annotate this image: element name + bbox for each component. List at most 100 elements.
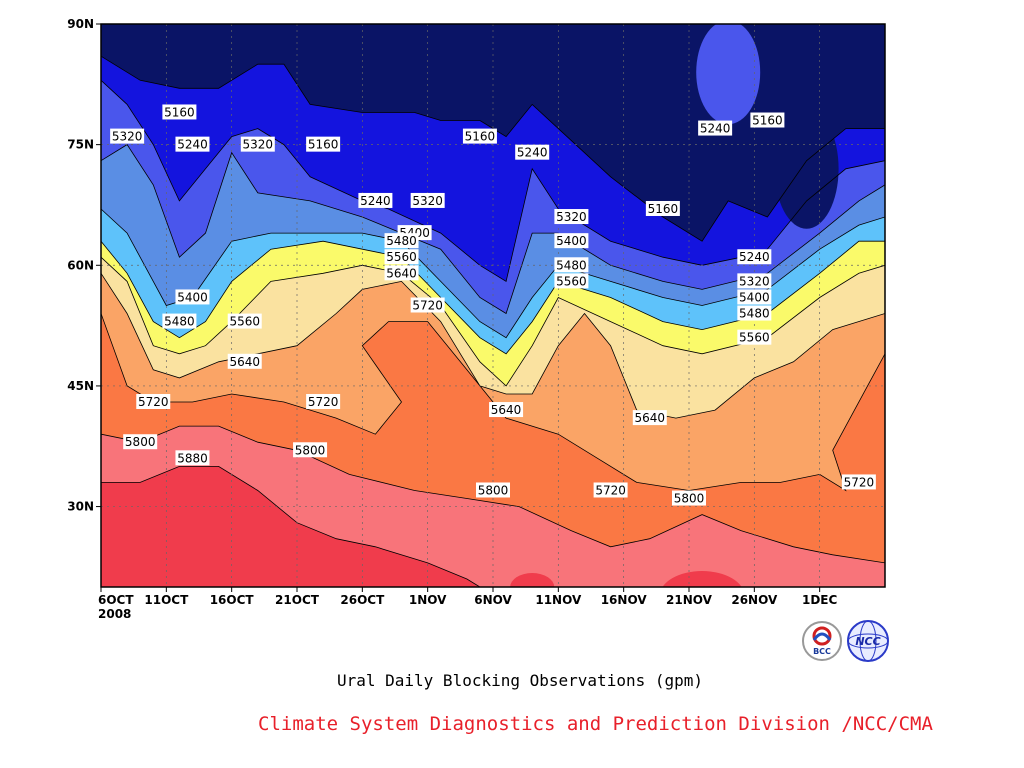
x-tick-label: 21NOV <box>666 593 713 607</box>
x-tick-label: 11NOV <box>535 593 582 607</box>
contour-label-box <box>554 209 589 225</box>
contour-label-box <box>515 144 550 160</box>
contour-label-box <box>698 120 733 136</box>
contour-label: 5640 <box>229 355 260 369</box>
contour-label-box <box>554 233 589 249</box>
contour-label-box <box>410 192 445 208</box>
contour-label: 5320 <box>556 210 587 224</box>
grid-lines <box>101 24 885 587</box>
contour-label-box <box>737 273 772 289</box>
x-tick-label: 6OCT <box>98 593 134 607</box>
contour-label-box <box>162 313 197 329</box>
x-tick-label: 1NOV <box>409 593 447 607</box>
x-tick-label: 1DEC <box>802 593 838 607</box>
logos: BCC NCC <box>802 620 889 662</box>
contour-label: 5800 <box>478 483 509 497</box>
contour-label: 5560 <box>386 250 417 264</box>
contour-label: 5160 <box>648 202 679 216</box>
contour-label: 5720 <box>308 395 339 409</box>
contour-label: 5160 <box>164 105 195 119</box>
contour-label-box <box>136 394 171 410</box>
contour-label-box <box>410 297 445 313</box>
x-tick-label: 16OCT <box>210 593 255 607</box>
y-tick-label: 90N <box>67 17 94 31</box>
x-tick-label: 26NOV <box>731 593 778 607</box>
contour-label: 5320 <box>739 274 770 288</box>
closed-5160-low <box>774 108 839 229</box>
contour-label-box <box>737 249 772 265</box>
contour-label-box <box>632 410 667 426</box>
contour-label-box <box>110 128 145 144</box>
contour-label: 5480 <box>739 307 770 321</box>
contour-line-5560 <box>101 256 885 387</box>
contour-label: 5400 <box>556 234 587 248</box>
contour-label: 5320 <box>243 138 274 152</box>
contour-label-box <box>175 450 210 466</box>
y-tick-label: 60N <box>67 258 94 272</box>
contour-label-box <box>358 192 393 208</box>
x-tick-label: 11OCT <box>144 593 189 607</box>
contour-label: 5640 <box>386 266 417 280</box>
contour-label-box <box>554 273 589 289</box>
band-above-5880 <box>101 466 480 587</box>
contour-label-box <box>227 313 262 329</box>
y-tick-label: 45N <box>67 379 94 393</box>
contour-label-box <box>162 104 197 120</box>
closed-5880-high-a <box>510 573 555 587</box>
contour-label-box <box>384 249 419 265</box>
credit-line: Climate System Diagnostics and Predictio… <box>258 713 933 735</box>
contour-label: 5480 <box>556 258 587 272</box>
contour-label: 5720 <box>844 475 875 489</box>
contour-line-5720 <box>101 313 885 492</box>
contour-line-5160 <box>101 55 885 242</box>
contour-label-box <box>737 305 772 321</box>
contour-label-box <box>306 136 341 152</box>
closed-5880-high-b <box>662 571 742 587</box>
contour-label-box <box>384 233 419 249</box>
contour-label: 5240 <box>360 194 391 208</box>
contour-line-5640 <box>101 273 885 419</box>
y-tick-label: 30N <box>67 500 94 514</box>
contour-labels: 5160 5160 5160 5160 5160 5240 5240 5240 5240 5240… <box>110 104 876 506</box>
contour-label-box <box>306 394 341 410</box>
contour-label: 5160 <box>752 114 783 128</box>
x-year-label: 2008 <box>98 607 131 621</box>
bcc-logo-text: BCC <box>813 647 831 656</box>
contour-line-5480 <box>101 240 885 355</box>
y-tick-label: 75N <box>67 138 94 152</box>
contour-label: 5640 <box>491 403 522 417</box>
contour-label: 5240 <box>739 250 770 264</box>
contour-label: 5160 <box>465 130 496 144</box>
contour-label: 5800 <box>125 435 156 449</box>
contour-label: 5240 <box>700 122 731 136</box>
contour-label-box <box>750 112 785 128</box>
contour-label-box <box>293 442 328 458</box>
contour-label: 5400 <box>739 290 770 304</box>
contour-label-box <box>175 289 210 305</box>
contour-line-5800 <box>101 425 885 564</box>
x-tick-label: 6NOV <box>474 593 512 607</box>
contour-label: 5800 <box>674 492 705 506</box>
x-axis: 6OCT 11OCT 16OCT 21OCT 26OCT 1NOV 6NOV 11NOV 16N… <box>98 587 838 621</box>
contour-label-box <box>737 289 772 305</box>
contour-label: 5320 <box>412 194 443 208</box>
contour-label-box <box>737 329 772 345</box>
ncc-logo-text: NCC <box>855 635 880 648</box>
contour-label-box <box>123 434 158 450</box>
chart-title: Ural Daily Blocking Observations (gpm) <box>336 671 704 690</box>
contour-label: 5720 <box>138 395 169 409</box>
contour-label: 5160 <box>308 138 339 152</box>
contour-label: 5400 <box>177 290 208 304</box>
contour-label-box <box>462 128 497 144</box>
contour-label-box <box>593 482 628 498</box>
contour-label-box <box>227 353 262 369</box>
ncc-logo: NCC <box>847 620 889 662</box>
contour-label: 5880 <box>177 451 208 465</box>
contour-label: 5800 <box>295 443 326 457</box>
contour-label: 5560 <box>229 315 260 329</box>
contour-label-box <box>489 402 524 418</box>
contour-label: 5480 <box>386 234 417 248</box>
contour-label-box <box>841 474 876 490</box>
x-tick-label: 16NOV <box>601 593 648 607</box>
